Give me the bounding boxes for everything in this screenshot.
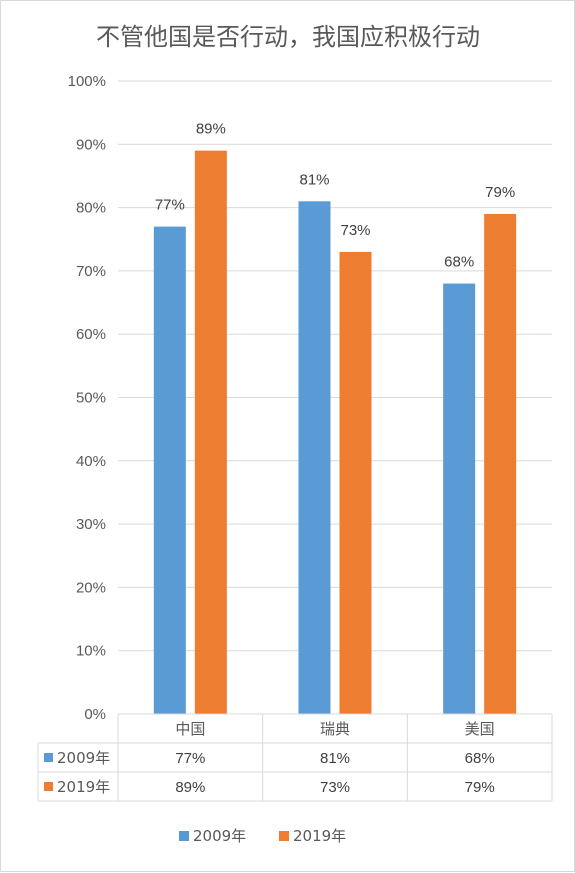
bar (298, 201, 331, 714)
gridlines (118, 80, 552, 715)
table-series-name: 2009年 (57, 749, 110, 767)
y-tick-label: 40% (76, 453, 106, 470)
y-tick-label: 50% (76, 390, 106, 407)
data-label: 73% (340, 222, 370, 239)
y-tick-label: 10% (76, 643, 106, 660)
y-tick-label: 90% (76, 136, 106, 153)
category-label: 中国 (175, 720, 205, 738)
chart-title: 不管他国是否行动，我国应积极行动 (96, 23, 480, 51)
category-label: 瑞典 (320, 720, 350, 738)
y-tick-label: 0% (84, 706, 106, 723)
data-label: 81% (299, 171, 329, 188)
data-label: 89% (196, 121, 226, 138)
legend-swatch (279, 831, 289, 841)
legend-label: 2009年 (193, 827, 246, 845)
bar (194, 150, 227, 714)
legend-swatch (179, 831, 189, 841)
bar (153, 226, 186, 714)
table-legend-key (44, 782, 53, 791)
bar (339, 251, 372, 714)
table-cell-value: 79% (465, 779, 495, 796)
table-cell-value: 89% (175, 779, 205, 796)
y-tick-label: 100% (68, 73, 106, 90)
category-label: 美国 (465, 720, 495, 738)
data-label: 77% (155, 197, 185, 214)
table-cell-value: 77% (175, 750, 205, 767)
table-cell-value: 81% (320, 750, 350, 767)
data-label: 79% (485, 184, 515, 201)
bars (153, 150, 517, 714)
data-labels: 77% 89% 81% 73% 68% 79% (155, 121, 515, 271)
bar (443, 283, 476, 714)
y-axis-tick-labels: 0% 10% 20% 30% 40% 50% 60% 70% 80% 90% 100% (68, 73, 106, 723)
legend-label: 2019年 (293, 827, 346, 845)
y-tick-label: 70% (76, 263, 106, 280)
y-tick-label: 80% (76, 200, 106, 217)
data-label: 68% (444, 254, 474, 271)
table-series-name: 2019年 (57, 778, 110, 796)
table-cell-value: 68% (465, 750, 495, 767)
legend: 2009年 2019年 (179, 827, 346, 845)
table-legend-key (44, 753, 53, 762)
data-table: 中国 瑞典 美国 2009年 77% 81% 68% 2019年 89% 73% 79% (37, 713, 553, 802)
y-tick-label: 20% (76, 579, 106, 596)
y-tick-label: 30% (76, 516, 106, 533)
y-tick-label: 60% (76, 326, 106, 343)
bar (484, 213, 517, 714)
table-cell-value: 73% (320, 779, 350, 796)
